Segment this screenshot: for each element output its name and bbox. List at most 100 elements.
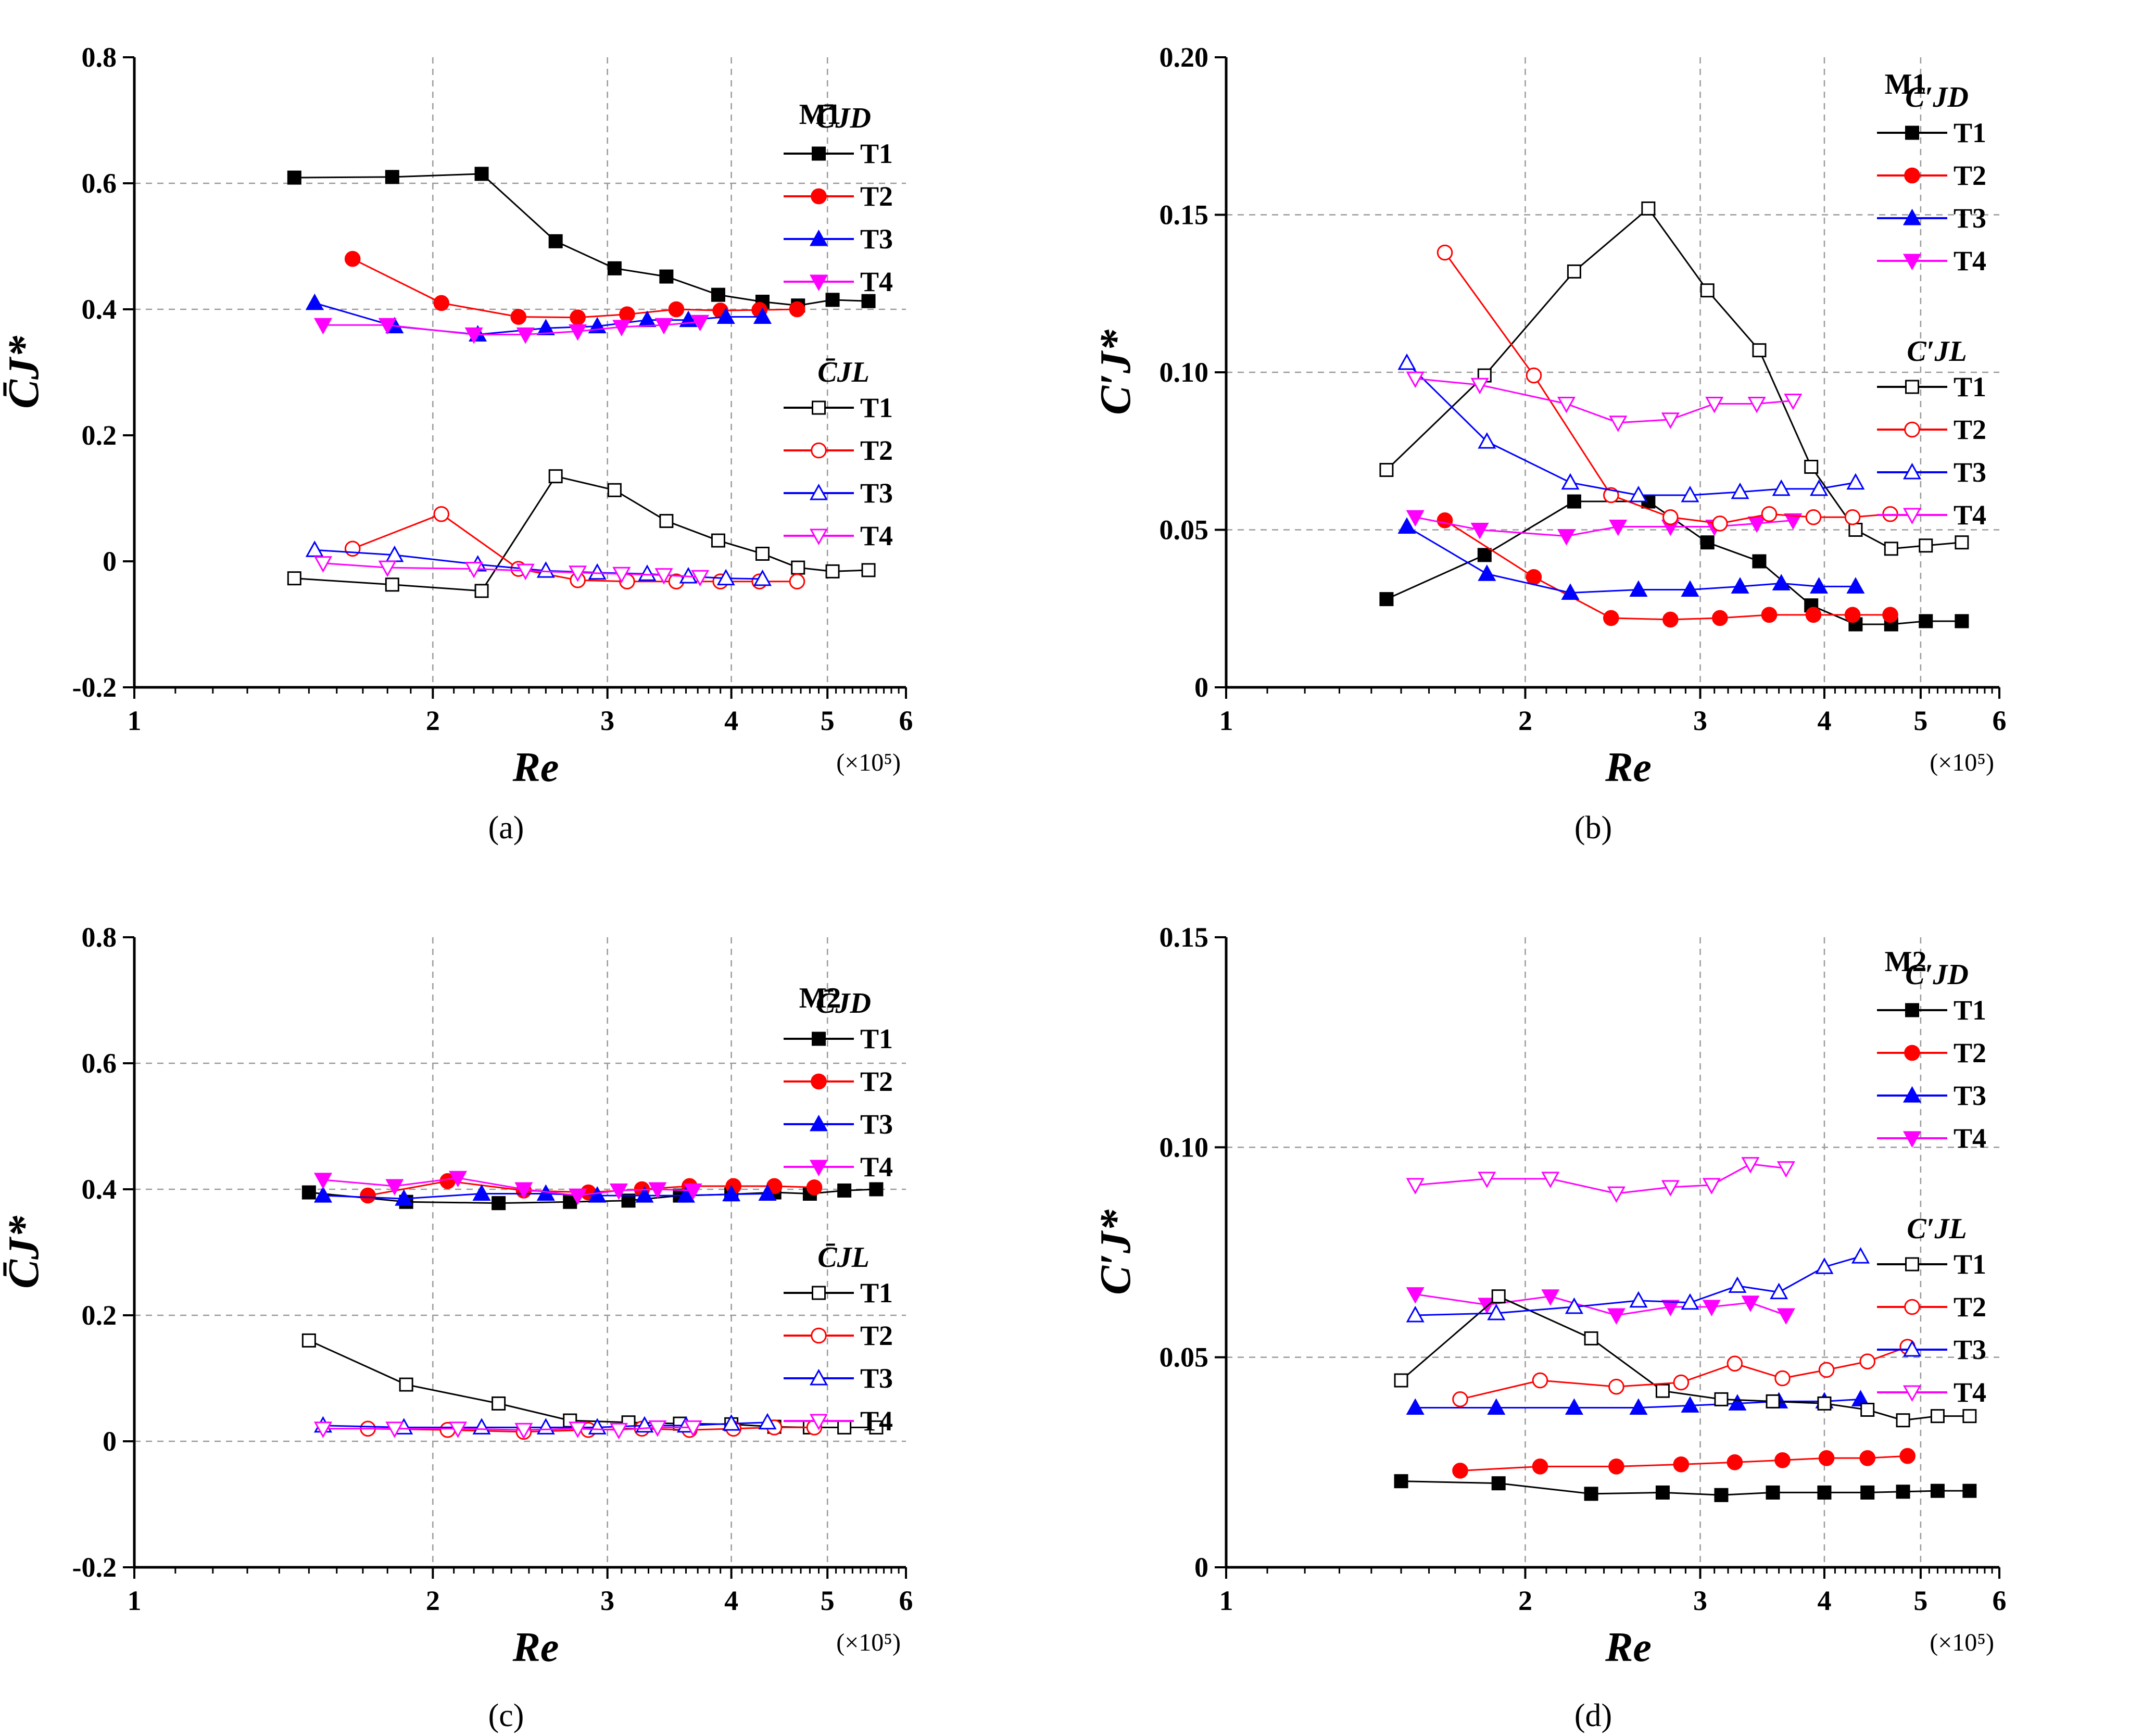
data-point: [1860, 1403, 1875, 1417]
data-point: [1752, 343, 1767, 358]
data-point: [1397, 353, 1416, 370]
legend-marker: [809, 1368, 828, 1386]
legend-label: T3: [1954, 1080, 1986, 1111]
data-point: [1712, 610, 1728, 626]
y-tick-label: 0: [103, 546, 117, 577]
data-point: [1727, 1355, 1743, 1372]
panel-caption: (a): [488, 810, 524, 846]
series-6: [1397, 353, 1865, 502]
legend-marker: [809, 1414, 828, 1431]
x-scale-label: (×10⁵): [1930, 749, 1994, 776]
data-point: [1896, 1413, 1910, 1428]
data-point: [1731, 482, 1749, 499]
series-line: [323, 562, 700, 578]
data-point: [1491, 1289, 1506, 1304]
series-line: [1415, 378, 1793, 424]
series-3: [313, 1171, 702, 1205]
series-line: [1401, 1295, 1970, 1421]
data-point: [1818, 1362, 1835, 1378]
legend-marker: [809, 1114, 828, 1131]
data-point: [569, 1421, 587, 1438]
data-point: [869, 1182, 884, 1197]
data-point: [1437, 512, 1453, 529]
data-point: [1919, 538, 1933, 553]
data-point: [861, 294, 876, 308]
data-point: [1747, 397, 1766, 413]
data-point: [1541, 1289, 1560, 1306]
data-point: [1561, 583, 1580, 600]
x-tick-label: 2: [1518, 1585, 1532, 1616]
x-tick-label: 3: [1693, 1585, 1707, 1616]
data-point: [711, 533, 725, 548]
data-point: [612, 320, 631, 336]
legend-label: T4: [1954, 245, 1986, 276]
legend-label: T2: [1954, 1037, 1986, 1068]
data-point: [472, 1184, 491, 1201]
legend-group-title: C̄JD: [816, 987, 871, 1020]
x-axis-title: Re: [1605, 1625, 1652, 1670]
data-point: [1817, 1485, 1832, 1500]
data-point: [569, 324, 587, 341]
data-point: [1761, 607, 1778, 623]
legend-label: T1: [1954, 995, 1986, 1026]
data-point: [399, 1377, 413, 1392]
data-point: [1655, 1485, 1670, 1500]
data-point: [1641, 201, 1656, 216]
data-point: [1962, 1409, 1977, 1424]
data-point: [1452, 1391, 1468, 1407]
data-point: [684, 1183, 702, 1200]
data-point: [612, 567, 631, 584]
y-tick-label: 0.8: [82, 42, 117, 73]
legend-marker: [1905, 1257, 1919, 1272]
y-tick-label: 0.8: [82, 922, 117, 953]
data-point: [548, 469, 563, 484]
data-point: [1557, 529, 1576, 546]
data-point: [607, 483, 622, 497]
y-tick-label: 0.4: [82, 1174, 117, 1205]
series-7: [1406, 1157, 1795, 1203]
data-point: [1955, 614, 1969, 628]
data-point: [1541, 1172, 1560, 1188]
data-point: [869, 1420, 884, 1435]
data-point: [1766, 1394, 1780, 1408]
data-point: [1860, 1485, 1875, 1500]
data-point: [1478, 564, 1496, 581]
x-tick-label: 3: [600, 705, 614, 736]
data-point: [1557, 397, 1576, 413]
data-point: [1919, 614, 1933, 628]
legend-marker: [809, 274, 828, 292]
legend-marker: [1902, 208, 1922, 225]
series-line: [1415, 1163, 1786, 1194]
legend-group-title: C′JD: [1905, 81, 1969, 114]
data-point: [676, 1186, 696, 1203]
series-0: [1394, 1474, 1977, 1502]
legend-label: T3: [860, 223, 893, 255]
legend-marker: [811, 1073, 827, 1090]
x-tick-label: 1: [128, 1585, 142, 1616]
data-point: [514, 1182, 533, 1199]
legend-marker: [1902, 1086, 1922, 1103]
series-4: [301, 1333, 884, 1435]
data-point: [1608, 1458, 1624, 1475]
data-point: [474, 167, 489, 181]
data-point: [1772, 574, 1791, 590]
data-point: [1882, 607, 1898, 623]
data-point: [1962, 1483, 1977, 1498]
y-axis-title: C′J*: [1091, 329, 1140, 415]
data-point: [1809, 577, 1829, 594]
data-point: [569, 1188, 587, 1205]
data-point: [1731, 577, 1749, 594]
legend-label: T2: [1954, 414, 1986, 445]
data-point: [1884, 542, 1898, 556]
data-point: [344, 540, 361, 557]
series-7: [313, 556, 710, 587]
data-point: [305, 293, 324, 310]
data-point: [1379, 592, 1394, 607]
data-point: [1741, 1295, 1760, 1312]
series-4: [1379, 201, 1969, 556]
data-point: [301, 1185, 316, 1200]
legend-marker: [1905, 1003, 1919, 1017]
